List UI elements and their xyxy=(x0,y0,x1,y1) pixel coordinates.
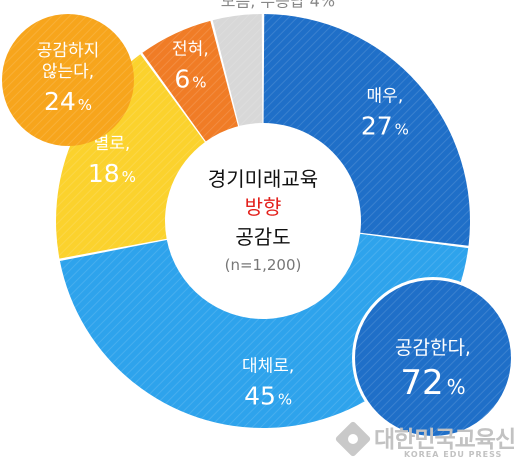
watermark-subtitle: KOREA EDU PRESS xyxy=(404,450,503,459)
watermark-title: 대한민국교육신문 xyxy=(374,427,514,453)
sample-size-label: (n=1,200) xyxy=(225,256,302,274)
logo-mark-icon xyxy=(334,420,372,458)
segment-4-value: 6% xyxy=(174,65,206,94)
segment-1-value: 27% xyxy=(361,112,409,141)
center-title-line-2: 방향 xyxy=(245,195,282,219)
segment-3-value: 18% xyxy=(88,159,136,188)
segment-5-texture xyxy=(212,14,263,126)
segment-2-name: 대체로, xyxy=(242,356,294,376)
segment-3-label: 별로, 18% xyxy=(88,134,136,188)
segment-1-name: 매우, xyxy=(367,87,404,107)
agree-callout-value: 72% xyxy=(400,363,465,403)
center-title-line-1: 경기미래교육 xyxy=(208,167,318,191)
segment-3-name: 별로, xyxy=(94,134,131,154)
segment-1-texture xyxy=(263,14,471,246)
segment-4-name: 전혀, xyxy=(172,40,209,60)
disagree-callout-name: 공감하지 xyxy=(37,41,100,61)
segment-2-value: 45% xyxy=(244,381,292,410)
agree-callout-name: 공감한다, xyxy=(395,337,471,359)
agree-callout-texture xyxy=(355,280,511,436)
segment-4-label: 전혀, 6% xyxy=(172,40,209,94)
segment-4-texture xyxy=(142,20,239,142)
no-answer-label: 모름, 무응답 4% xyxy=(221,0,335,11)
disagree-callout-name: 않는다, xyxy=(42,62,94,82)
center-title-line-3: 공감도 xyxy=(235,225,290,249)
disagree-callout-texture xyxy=(2,14,134,146)
segment-2-label: 대체로, 45% xyxy=(242,356,294,410)
watermark-logo: 대한민국교육신문 KOREA EDU PRESS xyxy=(334,420,514,475)
segment-1-label: 매우, 27% xyxy=(361,87,409,141)
disagree-callout-value: 24% xyxy=(44,87,92,116)
agree-callout-label: 공감한다, 72% xyxy=(395,337,471,403)
